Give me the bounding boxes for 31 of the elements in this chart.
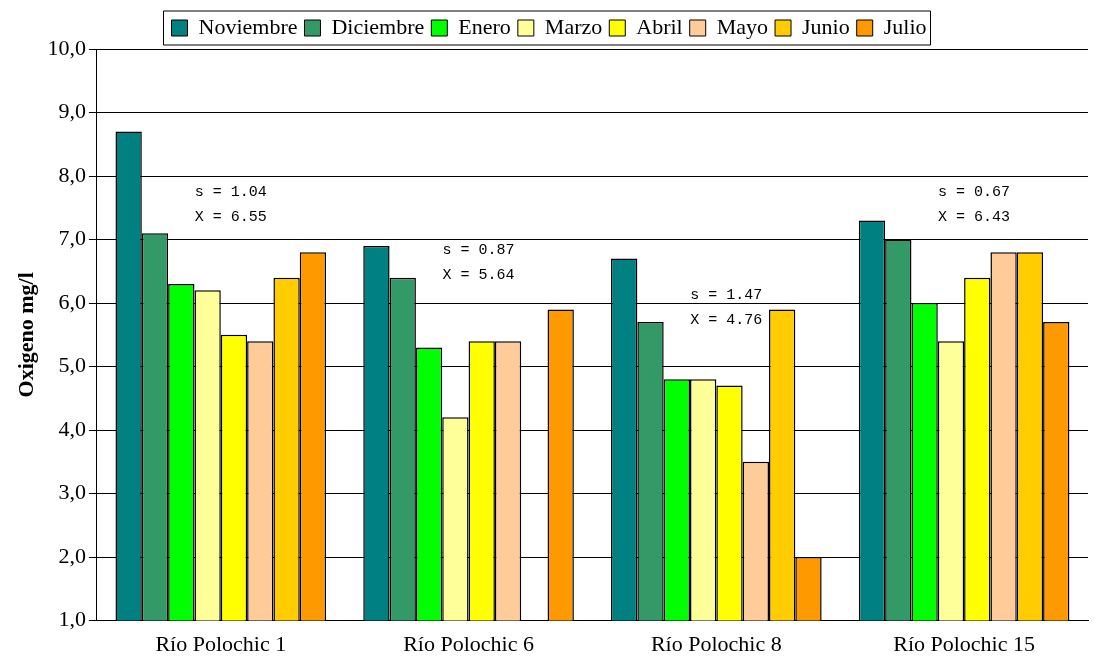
y-tick-label: 8,0 — [58, 161, 86, 187]
y-tick-label: 2,0 — [58, 542, 86, 568]
y-tick-label: 4,0 — [58, 415, 86, 441]
annotation: s = 1.47 — [690, 286, 763, 304]
annotation: s = 0.87 — [442, 241, 515, 259]
y-tick-label: 10,0 — [47, 34, 86, 60]
legend-label: Mayo — [716, 13, 769, 39]
legend-label: Marzo — [544, 13, 603, 39]
annotation: X = 5.64 — [442, 266, 515, 284]
legend-label: Junio — [802, 13, 850, 39]
y-tick-label: 5,0 — [58, 352, 86, 378]
legend-label: Diciembre — [331, 13, 425, 39]
y-tick-label: 1,0 — [58, 606, 86, 632]
y-axis-title: Oxigeno mg/l — [12, 272, 38, 398]
legend-label: Enero — [458, 13, 511, 39]
legend-label: Julio — [883, 13, 927, 39]
annotation: X = 6.55 — [194, 208, 267, 226]
x-tick-label: Río Polochic 1 — [155, 630, 287, 656]
x-tick-label: Río Polochic 8 — [650, 630, 782, 656]
x-tick-label: Río Polochic 6 — [403, 630, 534, 656]
annotation: X = 4.76 — [690, 311, 763, 329]
y-tick-label: 6,0 — [58, 288, 86, 314]
annotation: s = 1.04 — [194, 183, 267, 201]
y-tick-label: 9,0 — [58, 98, 86, 124]
y-tick-label: 7,0 — [58, 225, 86, 251]
legend-label: Abril — [636, 13, 683, 39]
annotation: s = 0.67 — [938, 183, 1011, 201]
legend-label: Noviembre — [198, 13, 298, 39]
annotation: X = 6.43 — [938, 208, 1011, 226]
y-tick-label: 3,0 — [58, 479, 86, 505]
x-tick-label: Río Polochic 15 — [893, 630, 1035, 656]
